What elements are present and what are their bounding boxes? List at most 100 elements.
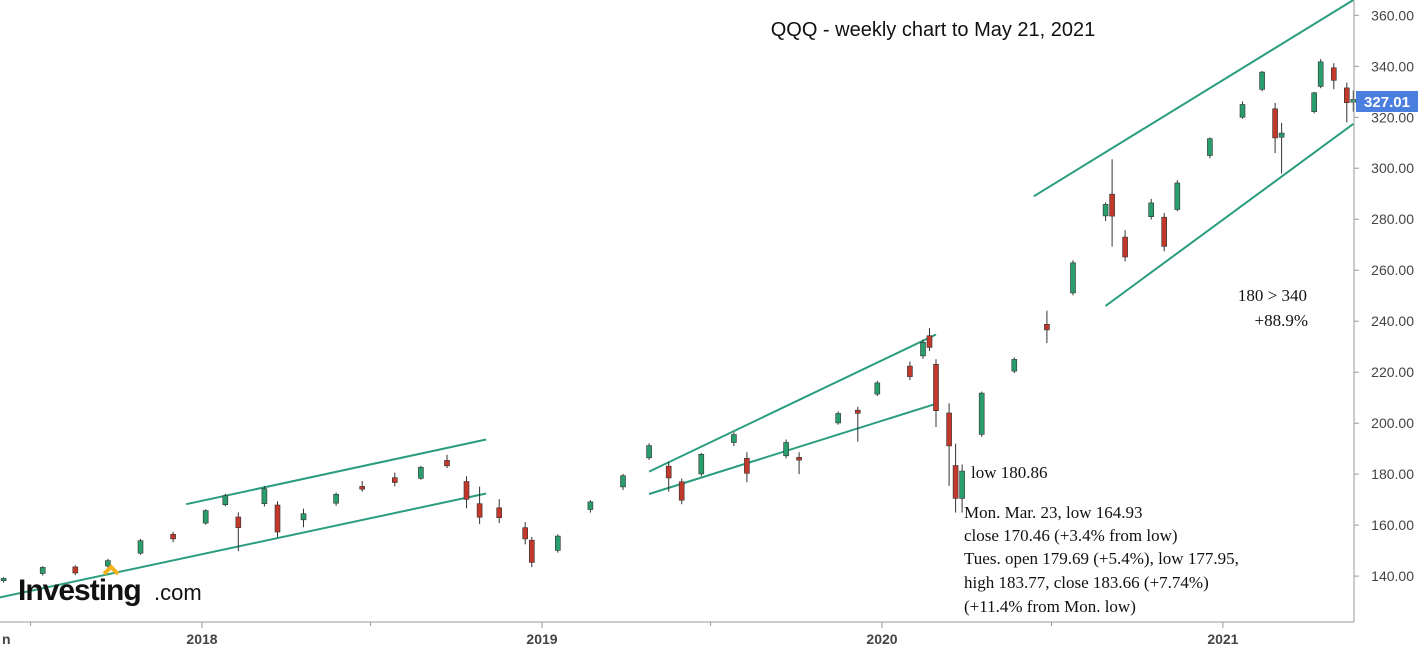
candle xyxy=(1161,213,1167,252)
y-tick-label: 360.00 xyxy=(1371,7,1414,23)
candle-body-up xyxy=(731,434,737,443)
x-tick-label: 2020 xyxy=(866,631,897,647)
chart-title: QQQ - weekly chart to May 21, 2021 xyxy=(771,19,1096,41)
candle xyxy=(1239,101,1246,119)
candle-body-up xyxy=(1070,262,1076,294)
annotation-mar-line-5: (+11.4% from Mon. low) xyxy=(964,597,1136,616)
annotation-mar-line-2: close 170.46 (+3.4% from low) xyxy=(964,526,1178,545)
candle xyxy=(587,500,594,513)
candle xyxy=(463,476,470,509)
candle xyxy=(1011,357,1018,374)
candle-body-up xyxy=(978,392,985,435)
candle-body-up xyxy=(137,540,144,554)
candle xyxy=(1278,122,1285,174)
candle xyxy=(959,464,965,513)
candle-body-down xyxy=(444,460,450,467)
candle-body-up xyxy=(1207,138,1213,156)
candle xyxy=(907,361,913,381)
candle xyxy=(783,439,789,459)
last-price-label: 327.01 xyxy=(1364,94,1410,111)
candle xyxy=(1148,198,1154,220)
candle-body-up xyxy=(261,488,268,505)
candle-body-down xyxy=(528,539,535,563)
candle-body-down xyxy=(235,516,242,528)
candle-body-down xyxy=(1109,193,1115,217)
candle-body-up xyxy=(920,342,926,357)
candle xyxy=(1174,180,1181,212)
candle-body-down xyxy=(1044,323,1050,331)
candle-body-up xyxy=(646,445,652,459)
candle xyxy=(170,531,176,543)
candle-body-down xyxy=(1331,67,1337,81)
channel-line-6 xyxy=(1105,123,1354,307)
candle-body-up xyxy=(0,578,7,582)
candle-body-down xyxy=(796,456,802,461)
candle xyxy=(854,406,861,442)
candle xyxy=(1311,91,1317,114)
logo-swoosh-icon xyxy=(102,564,120,576)
candle xyxy=(359,481,366,492)
candle-body-down xyxy=(72,566,79,574)
candle-body-up xyxy=(1239,104,1246,118)
annotation-low-180: low 180.86 xyxy=(971,463,1048,482)
channel-line-1 xyxy=(0,492,487,599)
candle-body-down xyxy=(1122,236,1128,258)
candle xyxy=(274,501,281,538)
candle xyxy=(391,472,398,487)
candle-body-down xyxy=(907,365,913,377)
annotation-mar-line-4: high 183.77, close 183.66 (+7.74%) xyxy=(964,573,1209,592)
candle-body-up xyxy=(300,513,307,521)
annotation-range: 180 > 340 xyxy=(1238,286,1307,305)
candle-body-up xyxy=(783,442,789,457)
x-edge-label: n xyxy=(2,631,11,647)
candle xyxy=(0,577,7,583)
y-axis-ticks: 140.00 160.00 180.00 200.00 220.00 240.00 260.… xyxy=(1354,7,1414,584)
candle-body-down xyxy=(952,465,959,499)
y-tick-label: 340.00 xyxy=(1371,58,1414,74)
candle-body-down xyxy=(1344,87,1350,104)
candle-body-up xyxy=(1259,71,1265,90)
candle xyxy=(444,454,450,468)
candle-body-down xyxy=(476,503,483,518)
channel-line-4 xyxy=(648,333,937,473)
candle-body-down xyxy=(274,504,281,533)
candle-body-down xyxy=(1161,216,1167,247)
logo-suffix: .com xyxy=(154,580,202,605)
channel-line-2 xyxy=(185,438,487,506)
annotation-percent: +88.9% xyxy=(1255,311,1309,330)
candle xyxy=(874,380,881,397)
candle-body-up xyxy=(333,493,339,504)
y-tick-label: 320.00 xyxy=(1371,109,1414,125)
candle xyxy=(1350,90,1357,112)
candle-body-up xyxy=(202,510,209,524)
candle-body-up xyxy=(1350,99,1357,103)
candle xyxy=(554,534,561,553)
candle xyxy=(1331,63,1337,90)
candle xyxy=(1109,159,1115,247)
candle xyxy=(744,452,750,483)
candle-body-up xyxy=(1102,204,1109,217)
candle-body-up xyxy=(1011,359,1018,372)
candle-body-down xyxy=(359,486,366,490)
y-tick-label: 220.00 xyxy=(1371,364,1414,380)
candle-body-down xyxy=(926,335,933,348)
candle xyxy=(835,411,842,425)
candle-body-up xyxy=(620,475,626,488)
candle xyxy=(933,359,939,427)
candle-body-down xyxy=(946,412,952,447)
logo-brand: Investing xyxy=(18,574,141,607)
candle-body-up xyxy=(959,470,965,499)
candle xyxy=(1259,70,1265,92)
candle xyxy=(698,453,705,477)
trendline-group xyxy=(0,0,1354,599)
candle-body-up xyxy=(39,567,46,574)
candle xyxy=(920,339,926,359)
y-tick-label: 240.00 xyxy=(1371,313,1414,329)
candle-body-down xyxy=(391,477,398,483)
candle xyxy=(796,452,802,475)
candle xyxy=(496,499,503,524)
candle xyxy=(476,486,483,525)
candle-body-up xyxy=(1174,182,1181,210)
candle-body-up xyxy=(698,453,705,475)
